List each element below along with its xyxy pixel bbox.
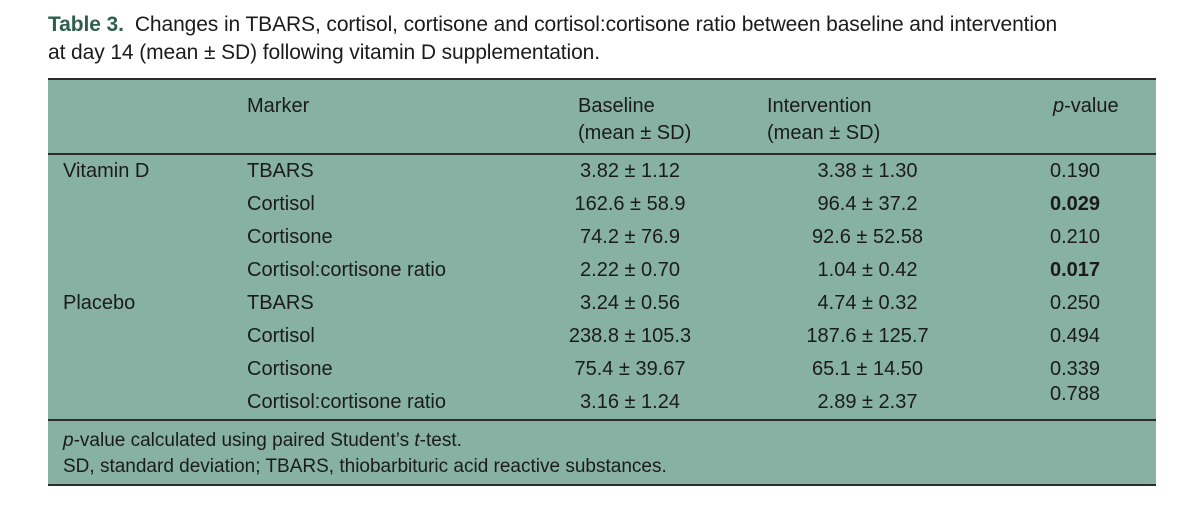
table-caption-label: Table 3. [48, 13, 124, 36]
cell-group [48, 254, 247, 287]
footnote-line-2: SD, standard deviation; TBARS, thiobarbi… [63, 456, 667, 477]
table-row: Cortisol:cortisone ratio 2.22 ± 0.70 1.0… [48, 254, 1156, 287]
cell-pvalue: 0.029 [1050, 193, 1101, 215]
table-caption-line2: at day 14 (mean ± SD) following vitamin … [48, 41, 600, 64]
cell-baseline: 74.2 ± 76.9 [580, 226, 680, 248]
data-table: Marker Baseline (mean ± SD) Intervention… [48, 78, 1156, 486]
table-row: Vitamin D TBARS 3.82 ± 1.12 3.38 ± 1.30 … [48, 155, 1156, 188]
cell-baseline: 238.8 ± 105.3 [568, 325, 692, 347]
table-row: Placebo TBARS 3.24 ± 0.56 4.74 ± 0.32 0.… [48, 287, 1156, 320]
cell-pvalue: 0.339 [1050, 358, 1101, 380]
cell-intervention: 1.04 ± 0.42 [817, 259, 918, 281]
cell-marker: Cortisol [247, 325, 315, 347]
table-row: Cortisone 75.4 ± 39.67 65.1 ± 14.50 0.33… [48, 353, 1156, 386]
table-header-row: Marker Baseline (mean ± SD) Intervention… [48, 80, 1156, 155]
cell-group [48, 353, 247, 386]
cell-group [48, 386, 247, 419]
footnote-line-1: p-value calculated using paired Student’… [63, 430, 462, 451]
header-group [48, 93, 247, 153]
header-intervention-sub: (mean ± SD) [767, 122, 881, 144]
header-baseline-sub: (mean ± SD) [578, 122, 692, 144]
cell-pvalue: 0.494 [1050, 325, 1101, 347]
cell-pvalue: 0.250 [1050, 292, 1101, 314]
cell-baseline: 75.4 ± 39.67 [574, 358, 686, 380]
table-row: Cortisol 238.8 ± 105.3 187.6 ± 125.7 0.4… [48, 320, 1156, 353]
cell-group: Vitamin D [63, 160, 150, 182]
cell-marker: Cortisol [247, 193, 315, 215]
table-caption-line1: Changes in TBARS, cortisol, cortisone an… [134, 13, 1058, 36]
table-row: Cortisone 74.2 ± 76.9 92.6 ± 52.58 0.210 [48, 221, 1156, 254]
table-body: Vitamin D TBARS 3.82 ± 1.12 3.38 ± 1.30 … [48, 155, 1156, 419]
header-intervention: Intervention (mean ± SD) [725, 93, 1010, 153]
cell-baseline: 3.24 ± 0.56 [580, 292, 680, 314]
cell-intervention: 92.6 ± 52.58 [811, 226, 924, 248]
cell-group: Placebo [63, 292, 136, 314]
cell-pvalue: 0.017 [1050, 259, 1101, 281]
cell-marker: TBARS [247, 292, 314, 314]
cell-intervention: 3.38 ± 1.30 [817, 160, 918, 182]
cell-marker: Cortisone [247, 226, 333, 248]
header-baseline: Baseline (mean ± SD) [535, 93, 725, 153]
cell-intervention: 65.1 ± 14.50 [811, 358, 924, 380]
table-footnote: p-value calculated using paired Student’… [48, 419, 1156, 484]
cell-baseline: 3.82 ± 1.12 [580, 160, 680, 182]
cell-pvalue: 0.210 [1050, 226, 1101, 248]
table-caption: Table 3. Changes in TBARS, cortisol, cort… [48, 11, 1168, 67]
cell-baseline: 3.16 ± 1.24 [580, 391, 680, 413]
cell-marker: Cortisol:cortisone ratio [247, 391, 446, 413]
cell-baseline: 162.6 ± 58.9 [574, 193, 686, 215]
cell-group [48, 320, 247, 353]
cell-marker: Cortisol:cortisone ratio [247, 259, 446, 281]
cell-pvalue: 0.190 [1050, 160, 1101, 182]
cell-baseline: 2.22 ± 0.70 [580, 259, 680, 281]
cell-marker: Cortisone [247, 358, 333, 380]
cell-marker: TBARS [247, 160, 314, 182]
cell-group [48, 188, 247, 221]
table-row: Cortisol:cortisone ratio 3.16 ± 1.24 2.8… [48, 383, 1156, 419]
cell-intervention: 4.74 ± 0.32 [817, 292, 918, 314]
header-marker: Marker [247, 95, 310, 117]
cell-pvalue: 0.788 [1050, 383, 1101, 405]
cell-intervention: 187.6 ± 125.7 [806, 325, 929, 347]
header-pvalue: p-value [1053, 95, 1119, 117]
table-row: Cortisol 162.6 ± 58.9 96.4 ± 37.2 0.029 [48, 188, 1156, 221]
cell-intervention: 96.4 ± 37.2 [817, 193, 918, 215]
cell-intervention: 2.89 ± 2.37 [817, 391, 918, 413]
cell-group [48, 221, 247, 254]
